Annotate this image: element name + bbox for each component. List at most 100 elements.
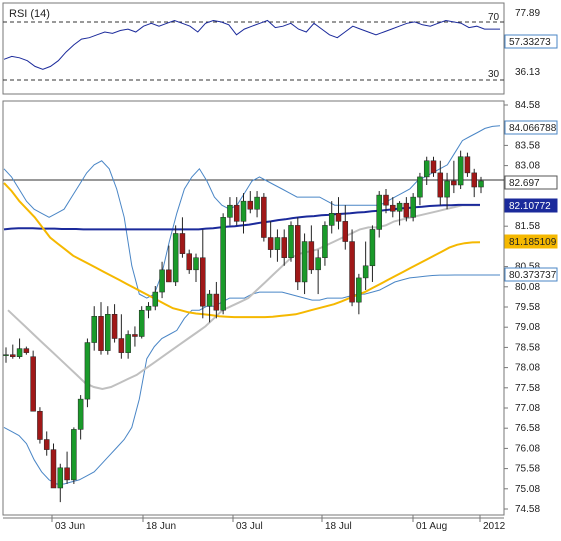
candle-body bbox=[111, 314, 118, 339]
candle-body bbox=[396, 202, 403, 212]
rsi-panel-frame bbox=[2, 2, 505, 95]
candle-body bbox=[328, 213, 335, 226]
rsi-label: RSI (14) bbox=[9, 8, 50, 20]
ma-yellow-line bbox=[3, 182, 481, 319]
candle-body bbox=[417, 176, 423, 198]
y-tick-label: 75.08 bbox=[515, 484, 540, 495]
candle-body bbox=[91, 316, 97, 343]
candle-body bbox=[457, 156, 464, 186]
candle-body bbox=[376, 194, 382, 230]
x-tick-label: 03 Jul bbox=[236, 521, 263, 532]
x-tick-label: 18 Jun bbox=[146, 521, 176, 532]
candle-body bbox=[301, 241, 308, 283]
last-price-badge bbox=[504, 175, 558, 190]
x-tick-label: 2012 bbox=[483, 521, 506, 532]
candle-body bbox=[84, 342, 91, 400]
candle-body bbox=[356, 277, 362, 303]
candle-body bbox=[206, 293, 213, 307]
candle-body bbox=[451, 180, 457, 186]
rsi-value-badge bbox=[504, 34, 558, 49]
candle-body bbox=[10, 354, 16, 357]
candle-body bbox=[261, 196, 267, 238]
candle-body bbox=[193, 257, 199, 271]
y-tick-label: 77.08 bbox=[515, 403, 540, 414]
candle-body bbox=[3, 354, 9, 356]
y-tick-label: 81.58 bbox=[515, 221, 540, 232]
rsi-tick-top: 77.89 bbox=[515, 8, 540, 19]
ma-yellow-badge bbox=[504, 234, 558, 249]
candle-body bbox=[37, 410, 43, 440]
candles bbox=[3, 150, 484, 503]
lower-band-badge bbox=[504, 267, 558, 282]
candle-body bbox=[43, 439, 50, 450]
candle-body bbox=[179, 233, 186, 254]
candle-body bbox=[423, 160, 430, 178]
candle-body bbox=[288, 225, 294, 258]
y-tick-label: 75.58 bbox=[515, 464, 540, 475]
y-tick-label: 79.58 bbox=[515, 302, 540, 313]
candle-body bbox=[274, 237, 281, 250]
candle-body bbox=[315, 257, 321, 271]
y-tick-label: 76.08 bbox=[515, 443, 540, 454]
candle-body bbox=[349, 241, 355, 303]
candle-body bbox=[138, 309, 145, 337]
candle-body bbox=[295, 225, 301, 283]
candle-body bbox=[172, 233, 179, 283]
candle-body bbox=[57, 467, 64, 489]
candle-body bbox=[478, 180, 484, 188]
rsi-level-high-label: 70 bbox=[488, 12, 500, 23]
candle-body bbox=[186, 253, 192, 271]
candle-body bbox=[77, 398, 84, 430]
y-tick-label: 83.08 bbox=[515, 161, 540, 172]
candle-body bbox=[267, 237, 274, 250]
candle-body bbox=[254, 196, 260, 210]
candle-body bbox=[64, 467, 70, 481]
candle-body bbox=[390, 204, 396, 212]
y-tick-label: 78.58 bbox=[515, 342, 540, 353]
ma-blue-badge-text: 82.10772 bbox=[509, 201, 551, 212]
candle-body bbox=[23, 348, 30, 353]
lower-band-badge-text: 80.373737 bbox=[509, 270, 557, 281]
candle-body bbox=[71, 429, 77, 481]
candle-body bbox=[437, 172, 444, 198]
candle-body bbox=[308, 241, 315, 271]
candle-body bbox=[220, 217, 226, 311]
candle-body bbox=[98, 316, 104, 351]
upper-band-badge-text: 84.066788 bbox=[509, 123, 557, 134]
candle-body bbox=[30, 356, 36, 412]
rsi-value-text: 57.33273 bbox=[509, 37, 551, 48]
y-tick-label: 80.58 bbox=[515, 262, 540, 273]
price-panel-frame bbox=[2, 100, 505, 516]
candle-body bbox=[403, 202, 410, 218]
y-axis: 84.5883.5883.0882.5881.5880.5880.0879.58… bbox=[504, 100, 540, 515]
candle-body bbox=[50, 449, 57, 489]
x-tick-label: 03 Jun bbox=[55, 521, 85, 532]
candle-body bbox=[430, 160, 437, 174]
y-tick-label: 77.58 bbox=[515, 383, 540, 394]
x-tick-label: 01 Aug bbox=[416, 521, 447, 532]
y-tick-label: 80.08 bbox=[515, 282, 540, 293]
candle-body bbox=[152, 291, 159, 307]
candle-body bbox=[335, 213, 342, 222]
candle-body bbox=[240, 200, 247, 222]
y-tick-label: 74.58 bbox=[515, 504, 540, 515]
rsi-level-low-label: 30 bbox=[488, 69, 500, 80]
upper-band-badge bbox=[504, 120, 558, 135]
y-tick-label: 84.58 bbox=[515, 100, 540, 111]
rsi-tick-bottom: 36.13 bbox=[515, 67, 540, 78]
candle-body bbox=[281, 237, 287, 258]
y-tick-label: 78.08 bbox=[515, 363, 540, 374]
candle-body bbox=[166, 269, 172, 283]
candle-body bbox=[342, 221, 349, 242]
y-tick-label: 76.58 bbox=[515, 423, 540, 434]
candle-body bbox=[444, 180, 450, 198]
candle-body bbox=[227, 204, 233, 218]
candle-body bbox=[125, 334, 131, 353]
rsi-line-group bbox=[3, 19, 500, 70]
value-badges: 84.066788 82.697 82.10772 81.185109 80.37373… bbox=[504, 120, 558, 282]
candle-body bbox=[233, 204, 240, 222]
candle-body bbox=[213, 293, 220, 311]
candle-body bbox=[383, 194, 389, 206]
